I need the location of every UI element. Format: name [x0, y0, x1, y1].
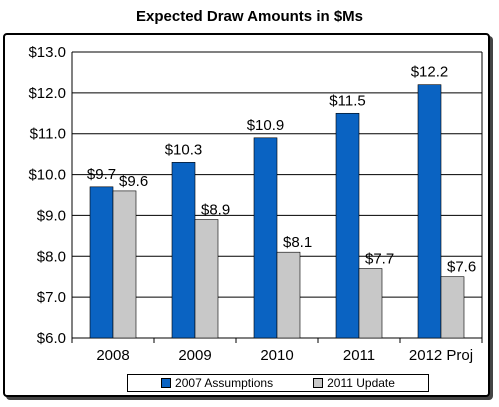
data-label: $10.9 — [247, 117, 285, 134]
chart-title: Expected Draw Amounts in $Ms — [136, 8, 363, 25]
bar — [335, 112, 360, 339]
data-label: $12.2 — [411, 64, 449, 81]
y-tick-label: $6.0 — [37, 330, 66, 347]
x-tick-label: 2009 — [178, 347, 211, 364]
y-tick-label: $10.0 — [28, 167, 66, 184]
y-tick-label: $11.0 — [30, 126, 66, 143]
y-tick-label: $8.0 — [37, 248, 66, 265]
data-label: $7.6 — [447, 259, 476, 276]
x-tick-label: 2010 — [260, 347, 293, 364]
data-label: $9.7 — [87, 166, 116, 183]
bar — [171, 162, 196, 339]
bar — [194, 219, 219, 339]
legend-item-2007-assumptions: 2007 Assumptions — [161, 376, 273, 390]
x-tick-label: 2012 Proj — [409, 347, 473, 364]
legend-swatch-2007-assumptions — [161, 378, 172, 388]
data-label: $11.5 — [329, 92, 365, 109]
legend-label-2011-update: 2011 Update — [327, 376, 395, 390]
legend-swatch-2011-update — [313, 378, 324, 388]
bar — [276, 251, 301, 339]
x-tick-label: 2008 — [96, 347, 129, 364]
x-tick-label: 2011 — [343, 347, 375, 364]
y-tick-label: $12.0 — [28, 85, 66, 102]
legend: 2007 Assumptions 2011 Update — [127, 374, 429, 392]
bar — [417, 84, 442, 339]
y-tick-label: $9.0 — [37, 207, 66, 224]
data-label: $8.9 — [201, 202, 230, 219]
bar — [112, 190, 137, 339]
bar — [89, 186, 114, 339]
bar — [358, 268, 383, 339]
y-tick-label: $7.0 — [37, 289, 66, 306]
data-label: $8.1 — [283, 234, 312, 251]
y-tick-label: $13.0 — [28, 44, 66, 61]
data-label: $10.3 — [165, 141, 203, 158]
legend-item-2011-update: 2011 Update — [313, 376, 395, 390]
data-label: $7.7 — [365, 251, 394, 268]
legend-label-2007-assumptions: 2007 Assumptions — [175, 376, 274, 390]
data-label: $9.6 — [119, 173, 148, 190]
bar — [440, 276, 465, 339]
bar — [253, 137, 278, 339]
